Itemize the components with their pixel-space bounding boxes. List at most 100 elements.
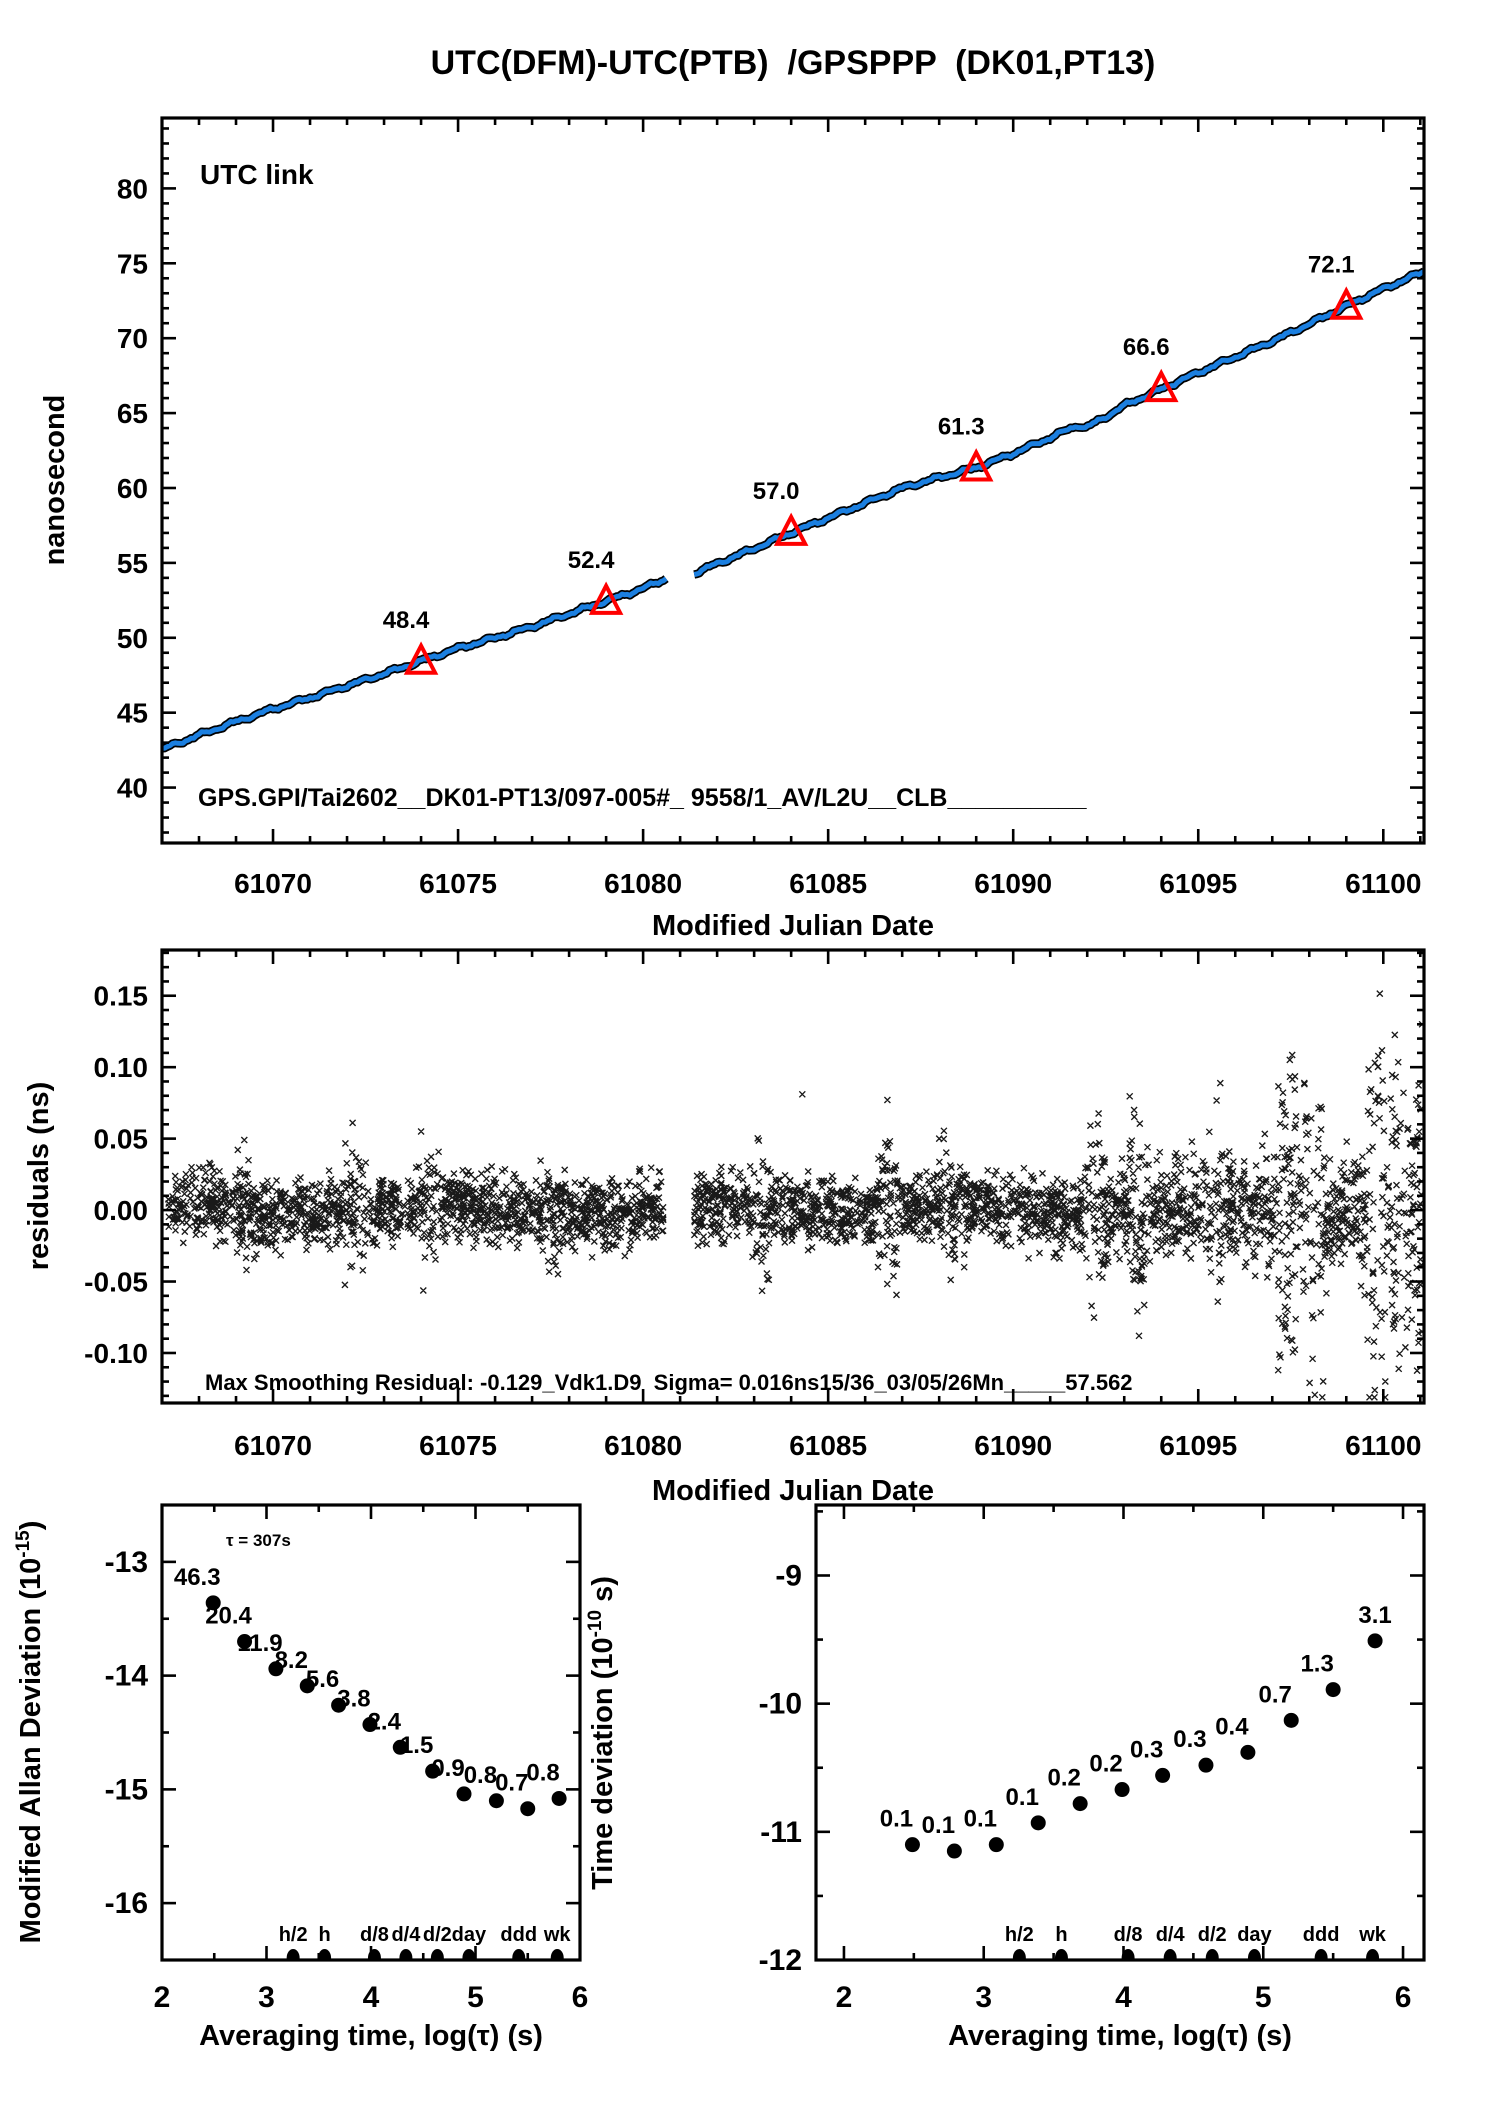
bl-yaxis-title: Modified Allan Deviation (10-15) bbox=[13, 1521, 47, 1944]
time-mark-dot bbox=[1012, 1949, 1026, 1960]
data-point-label: 0.1 bbox=[964, 1806, 997, 1833]
data-point-label: 0.7 bbox=[495, 1770, 528, 1797]
time-mark-dot bbox=[1054, 1949, 1068, 1960]
data-point bbox=[331, 1697, 347, 1713]
data-point bbox=[237, 1634, 253, 1649]
axis-ticks bbox=[816, 1505, 1424, 1962]
top-xaxis-title: Modified Julian Date bbox=[652, 910, 934, 942]
data-point-label: 3.8 bbox=[337, 1686, 370, 1713]
panel-utc-link-time-series: 48.4 52.4 57.0 61.3 66.6 72.1 61070 61075 61080 6… bbox=[117, 116, 1426, 899]
data-point bbox=[1198, 1757, 1214, 1773]
triangle-marker bbox=[1143, 368, 1179, 403]
panel-modified-allan-deviation: 46.320.411.98.25.63.82.41.50.9 0.80.70.8h… bbox=[105, 1503, 589, 2014]
time-mark-label: ddd bbox=[500, 1924, 537, 1946]
plot-box bbox=[160, 116, 1426, 845]
x-tick-label: 61090 bbox=[974, 868, 1052, 899]
time-mark-dot bbox=[1366, 1949, 1380, 1960]
y-tick-label: -12 bbox=[759, 1944, 802, 1977]
data-point-label: 0.1 bbox=[922, 1812, 955, 1839]
br-xaxis-title: Averaging time, log(τ) (s) bbox=[948, 2020, 1292, 2052]
data-point-label: 46.3 bbox=[174, 1564, 221, 1591]
main-title: UTC(DFM)-UTC(PTB) /GPSPPP (DK01,PT13) bbox=[431, 44, 1156, 82]
triangle-marker bbox=[958, 448, 994, 482]
x-tick-label: 61070 bbox=[234, 1430, 312, 1461]
data-point bbox=[1072, 1796, 1088, 1812]
time-mark-label: d/4 bbox=[391, 1924, 421, 1946]
data-point-label: 0.8 bbox=[464, 1762, 497, 1789]
y-tick-label: -14 bbox=[105, 1660, 149, 1693]
triangle-marker-label: 48.4 bbox=[383, 607, 430, 634]
x-tick-label: 5 bbox=[1255, 1981, 1272, 2014]
axis-ticks bbox=[160, 118, 1424, 843]
data-point-label: 1.5 bbox=[400, 1732, 433, 1759]
x-tick-label: 3 bbox=[258, 1981, 275, 2014]
triangle-marker bbox=[1328, 286, 1364, 320]
data-point bbox=[551, 1790, 567, 1806]
y-tick-label: 80 bbox=[117, 173, 148, 204]
y-tick-label: 70 bbox=[117, 323, 148, 354]
time-mark-label: d/8 bbox=[1114, 1924, 1143, 1946]
data-point-label: 0.3 bbox=[1130, 1736, 1163, 1763]
time-mark-dot bbox=[1121, 1949, 1135, 1960]
y-tick-label: -16 bbox=[105, 1887, 148, 1920]
time-mark-label: h/2 bbox=[279, 1924, 308, 1946]
x-tick-label: 61080 bbox=[604, 1430, 682, 1461]
data-point-label: 0.9 bbox=[431, 1755, 464, 1782]
y-tick-label: 55 bbox=[117, 548, 148, 579]
y-tick-label: 65 bbox=[117, 398, 148, 429]
panel-data-area bbox=[286, 1949, 564, 1960]
y-tick-label: -9 bbox=[775, 1559, 802, 1592]
triangle-marker-label: 52.4 bbox=[568, 547, 615, 574]
y-tick-label: 0.05 bbox=[94, 1124, 149, 1155]
mid-xaxis-title: Modified Julian Date bbox=[652, 1475, 934, 1507]
y-tick-label: 0.15 bbox=[94, 981, 149, 1012]
data-point-label: 5.6 bbox=[306, 1666, 339, 1693]
y-tick-label: 60 bbox=[117, 473, 148, 504]
panel-data-area bbox=[162, 267, 1424, 753]
triangle-marker bbox=[773, 512, 809, 546]
x-tick-label: 61085 bbox=[789, 1430, 867, 1461]
triangle-marker-label: 57.0 bbox=[753, 478, 800, 505]
data-point bbox=[1325, 1682, 1341, 1698]
data-point bbox=[488, 1793, 504, 1809]
x-tick-label: 4 bbox=[1115, 1981, 1132, 2014]
x-tick-label: 6 bbox=[572, 1981, 589, 2014]
x-tick-label: 61095 bbox=[1159, 1430, 1237, 1461]
time-mark-dot bbox=[1247, 1949, 1261, 1960]
y-tick-label: -0.10 bbox=[84, 1338, 148, 1369]
x-tick-label: 61100 bbox=[1345, 868, 1421, 899]
panel-time-deviation: 0.1 0.1 0.1 0.1 0.2 0.2 0.3 0.3 0.4 0.7 1.3 3.1 h/2 h… bbox=[759, 1503, 1426, 2014]
time-mark-dot bbox=[318, 1949, 332, 1960]
y-tick-label: 50 bbox=[117, 623, 148, 654]
data-point bbox=[1240, 1744, 1256, 1760]
time-mark-dot bbox=[286, 1949, 300, 1960]
y-tick-label: -13 bbox=[105, 1546, 148, 1579]
x-tick-label: 5 bbox=[467, 1981, 484, 2014]
top-inner-label: GPS.GPI/Tai2602__DK01-PT13/097-005#_ 955… bbox=[198, 784, 1088, 812]
y-tick-label: -0.05 bbox=[84, 1267, 148, 1298]
bl-tau-annotation: τ = 307s bbox=[226, 1531, 291, 1550]
time-mark-label: day bbox=[452, 1924, 487, 1946]
y-tick-label: 45 bbox=[117, 698, 148, 729]
y-tick-label: 0.10 bbox=[94, 1052, 149, 1083]
time-mark-dot bbox=[512, 1949, 526, 1960]
time-mark-dot bbox=[1314, 1949, 1328, 1960]
y-tick-label: -11 bbox=[760, 1816, 802, 1849]
data-point bbox=[268, 1661, 284, 1677]
residual-scatter-cloud bbox=[164, 990, 1424, 1401]
data-point-label: 3.1 bbox=[1358, 1602, 1391, 1629]
axis-ticks bbox=[160, 950, 1424, 1403]
data-point bbox=[1030, 1815, 1046, 1831]
data-point-label: 0.7 bbox=[1259, 1681, 1292, 1708]
data-point bbox=[1283, 1712, 1299, 1728]
time-mark-label: d/4 bbox=[1156, 1924, 1186, 1946]
panel-data-area bbox=[164, 990, 1424, 1401]
triangle-marker-label: 61.3 bbox=[938, 414, 985, 441]
br-yaxis-title: Time deviation (10-10 s) bbox=[585, 1576, 619, 1890]
data-point bbox=[1114, 1782, 1130, 1798]
x-tick-label: 61080 bbox=[604, 868, 682, 899]
time-mark-label: d/2 bbox=[1198, 1924, 1227, 1946]
data-point-label: 0.1 bbox=[1006, 1784, 1039, 1811]
